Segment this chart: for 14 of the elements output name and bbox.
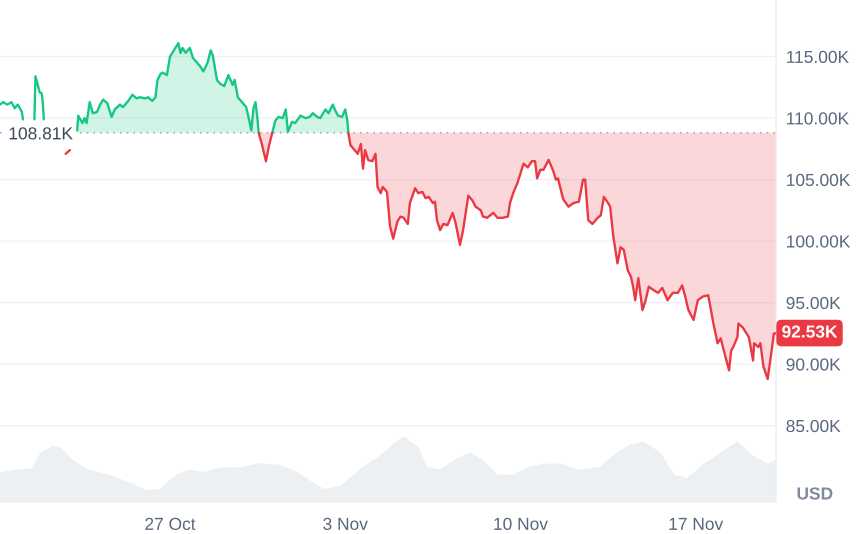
y-tick-label: 110.00K — [787, 112, 849, 125]
y-tick-label: 105.00K — [787, 174, 850, 186]
annotation: 92.53K — [782, 325, 838, 338]
x-tick-label: 27 Oct — [145, 518, 196, 530]
x-tick-label: 10 Nov — [494, 518, 548, 530]
ref-line-label: 108.81K — [10, 127, 73, 140]
y-tick-label: 115.00K — [787, 50, 849, 64]
x-tick-label: 3 Nov — [323, 518, 368, 530]
y-axis-title: USD — [798, 487, 832, 500]
y-tick-label: 95.00K — [786, 296, 841, 310]
x-tick-label: 17 Nov — [670, 518, 724, 530]
y-tick-label: 85.00K — [786, 420, 841, 432]
y-tick-label: 90.00K — [786, 358, 841, 371]
y-tick-label: 100.00K — [787, 235, 850, 248]
